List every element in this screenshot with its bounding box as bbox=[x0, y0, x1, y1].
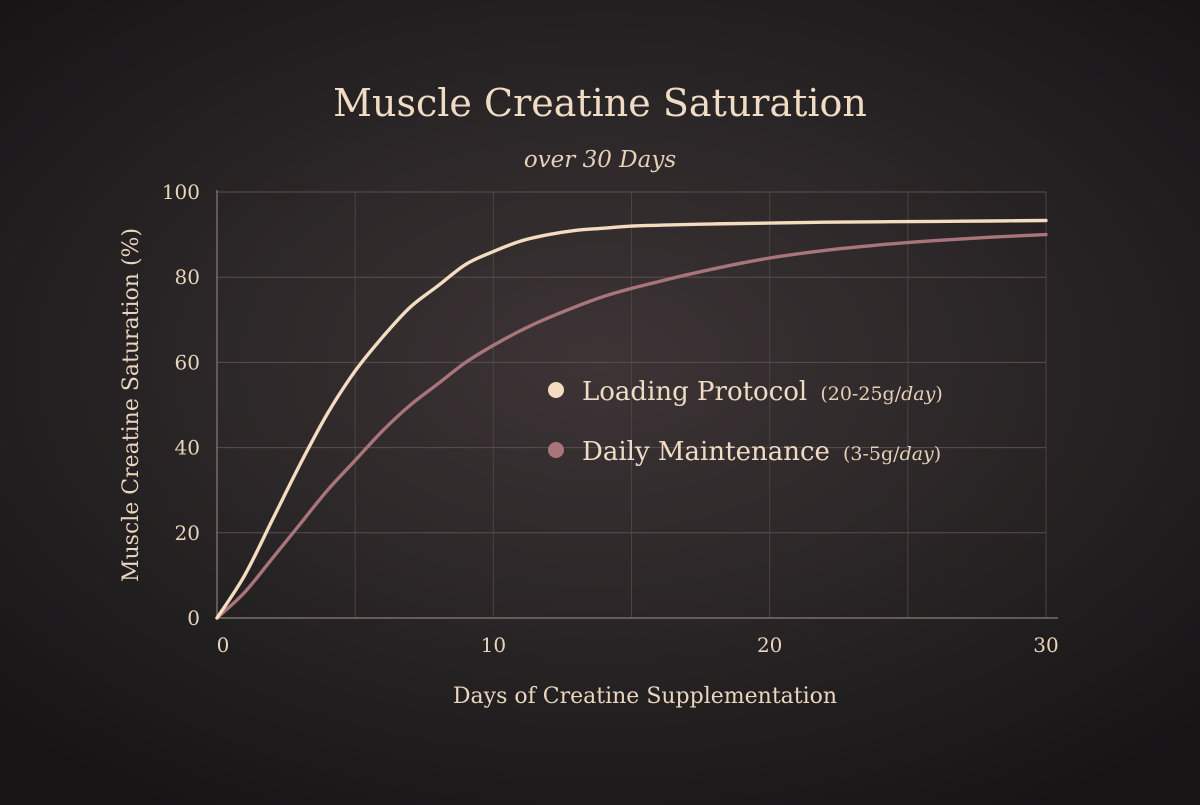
legend-marker-maintenance bbox=[548, 442, 564, 458]
legend-label-loading: Loading Protocol (20-25g/day) bbox=[582, 377, 943, 407]
legend-detail-close-loading: ) bbox=[935, 383, 942, 405]
x-tick-label-20: 20 bbox=[757, 633, 782, 657]
legend-detail-open-maintenance: (3-5g/ bbox=[843, 443, 900, 465]
y-tick-label-80: 80 bbox=[175, 265, 200, 289]
y-axis-label: Muscle Creatine Saturation (%) bbox=[119, 228, 144, 582]
legend-detail-unit-maintenance: day bbox=[900, 443, 934, 465]
y-tick-label-100: 100 bbox=[162, 180, 200, 204]
series-line-maintenance bbox=[215, 232, 1048, 620]
series-line-loading bbox=[215, 218, 1048, 620]
legend-detail-open-loading: (20-25g/ bbox=[820, 383, 901, 405]
legend-item-loading: Loading Protocol (20-25g/day) bbox=[548, 377, 943, 407]
x-tick-label-10: 10 bbox=[481, 633, 506, 657]
x-tick-label-0: 0 bbox=[217, 633, 230, 657]
legend-detail-close-maintenance: ) bbox=[934, 443, 941, 465]
y-tick-label-0: 0 bbox=[187, 606, 200, 630]
legend-name-loading: Loading Protocol bbox=[582, 377, 807, 407]
y-tick-label-60: 60 bbox=[175, 350, 200, 374]
grid-layer bbox=[217, 191, 1047, 618]
legend-item-maintenance: Daily Maintenance (3-5g/day) bbox=[548, 437, 941, 467]
y-tick-label-20: 20 bbox=[175, 521, 200, 545]
legend-label-maintenance: Daily Maintenance (3-5g/day) bbox=[582, 437, 941, 467]
axes-layer bbox=[216, 190, 1058, 619]
legend: Loading Protocol (20-25g/day) Daily Main… bbox=[548, 377, 943, 467]
legend-detail-unit-loading: day bbox=[901, 383, 935, 405]
x-axis-label: Days of Creatine Supplementation bbox=[453, 684, 837, 709]
legend-name-maintenance: Daily Maintenance bbox=[582, 437, 830, 467]
legend-marker-loading bbox=[548, 382, 564, 398]
tick-labels: 0 20 40 60 80 100 0 10 20 30 bbox=[162, 180, 1059, 657]
x-tick-label-30: 30 bbox=[1033, 633, 1058, 657]
series-layer bbox=[215, 218, 1048, 620]
chart-title: Muscle Creatine Saturation bbox=[333, 81, 867, 125]
y-tick-label-40: 40 bbox=[175, 436, 200, 460]
chart-subtitle: over 30 Days bbox=[524, 147, 676, 173]
